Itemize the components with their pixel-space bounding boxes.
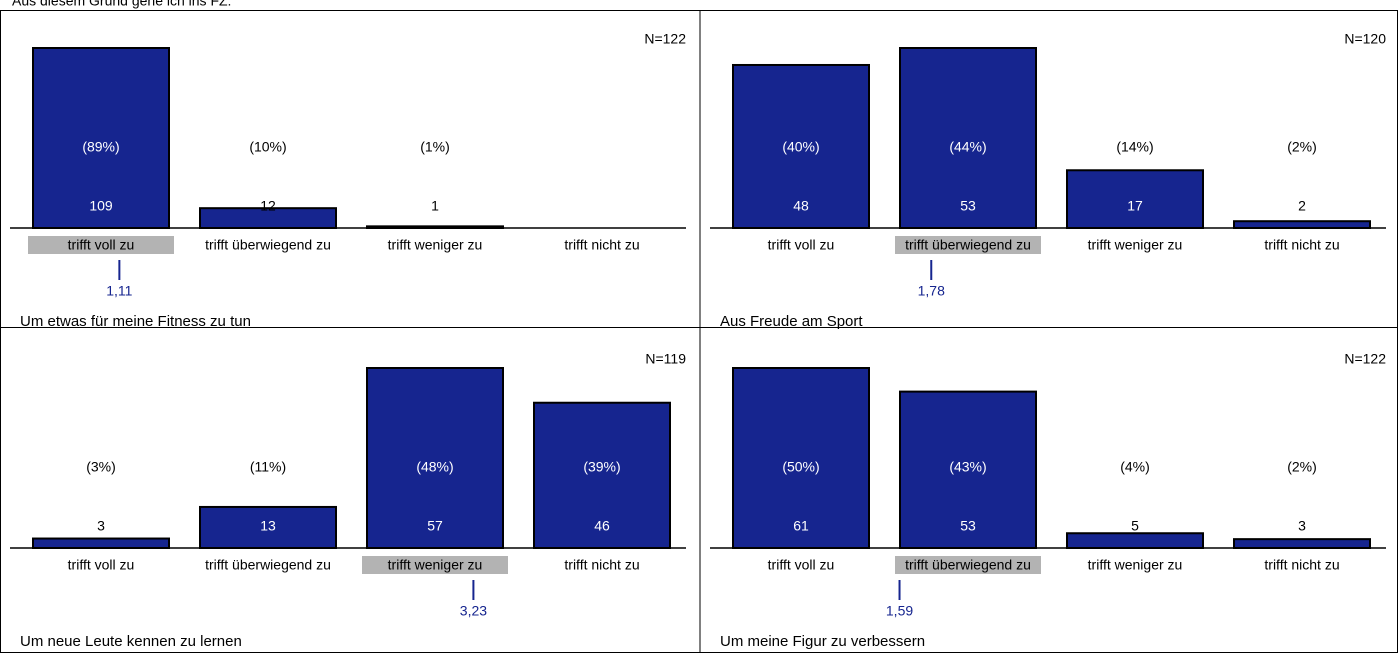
n-label: N=119	[645, 351, 686, 367]
x-tick-label: trifft überwiegend zu	[905, 237, 1031, 253]
highlight	[895, 236, 1041, 254]
bar	[1233, 538, 1371, 549]
highlight	[362, 556, 508, 574]
bar	[32, 537, 170, 549]
bar	[199, 505, 337, 549]
mean-label: 1,78	[918, 283, 945, 299]
value-label: 61	[793, 518, 809, 534]
value-label: 53	[960, 198, 976, 214]
bar	[1233, 220, 1371, 230]
value-label: 17	[1127, 198, 1143, 214]
value-label: 12	[260, 198, 276, 214]
percent-label: (14%)	[1116, 139, 1153, 155]
percent-label: (1%)	[420, 139, 450, 155]
percent-label: (2%)	[1287, 139, 1317, 155]
percent-label: (43%)	[949, 459, 986, 475]
bar	[533, 401, 671, 549]
percent-label: (40%)	[782, 139, 819, 155]
value-label: 46	[594, 518, 610, 534]
percent-label: (44%)	[949, 139, 986, 155]
x-tick-label: trifft nicht zu	[1264, 557, 1339, 573]
mean-label: 1,59	[886, 603, 913, 619]
percent-label: (48%)	[416, 459, 453, 475]
percent-label: (89%)	[82, 139, 119, 155]
bar	[1066, 532, 1204, 550]
x-tick-label: trifft voll zu	[768, 557, 835, 573]
n-label: N=120	[1344, 31, 1386, 47]
x-tick-label: trifft nicht zu	[564, 237, 639, 253]
value-label: 109	[89, 198, 113, 214]
x-tick-label: trifft überwiegend zu	[205, 237, 331, 253]
percent-label: (11%)	[250, 459, 286, 475]
x-tick-label: trifft überwiegend zu	[905, 557, 1031, 573]
x-tick-label: trifft weniger zu	[1088, 237, 1183, 253]
x-tick-label: trifft nicht zu	[1264, 237, 1339, 253]
panel-title: Um neue Leute kennen zu lernen	[20, 633, 242, 650]
page-title: Aus diesem Grund gehe ich ins FZ:	[12, 0, 231, 9]
panel-title: Um meine Figur zu verbessern	[720, 633, 925, 650]
value-label: 48	[793, 198, 809, 214]
percent-label: (4%)	[1120, 459, 1150, 475]
value-label: 3	[97, 518, 105, 534]
percent-label: (2%)	[1287, 459, 1317, 475]
percent-label: (39%)	[583, 459, 620, 475]
bar	[32, 47, 170, 229]
x-tick-label: trifft voll zu	[68, 557, 135, 573]
bar	[899, 390, 1037, 550]
n-label: N=122	[1344, 351, 1386, 367]
mean-label: 3,23	[460, 603, 487, 619]
x-tick-label: trifft voll zu	[68, 237, 135, 253]
percent-label: (10%)	[249, 139, 286, 155]
value-label: 5	[1131, 518, 1139, 534]
percent-label: (3%)	[86, 459, 116, 475]
value-label: 3	[1298, 518, 1306, 534]
value-label: 53	[960, 518, 976, 534]
n-label: N=122	[644, 31, 686, 47]
x-tick-label: trifft weniger zu	[388, 557, 483, 573]
value-label: 13	[260, 518, 276, 534]
panel-title: Um etwas für meine Fitness zu tun	[20, 313, 251, 330]
value-label: 1	[431, 198, 439, 214]
panel-title: Aus Freude am Sport	[720, 313, 863, 330]
highlight	[28, 236, 174, 254]
highlight	[895, 556, 1041, 574]
mean-label: 1,11	[106, 283, 132, 299]
x-tick-label: trifft überwiegend zu	[205, 557, 331, 573]
frame	[0, 10, 1398, 653]
percent-label: (50%)	[782, 459, 819, 475]
x-tick-label: trifft weniger zu	[388, 237, 483, 253]
x-tick-label: trifft nicht zu	[564, 557, 639, 573]
x-tick-label: trifft weniger zu	[1088, 557, 1183, 573]
bar	[366, 367, 504, 549]
value-label: 2	[1298, 198, 1306, 214]
x-tick-label: trifft voll zu	[768, 237, 835, 253]
value-label: 57	[427, 518, 443, 534]
bar	[732, 367, 870, 549]
